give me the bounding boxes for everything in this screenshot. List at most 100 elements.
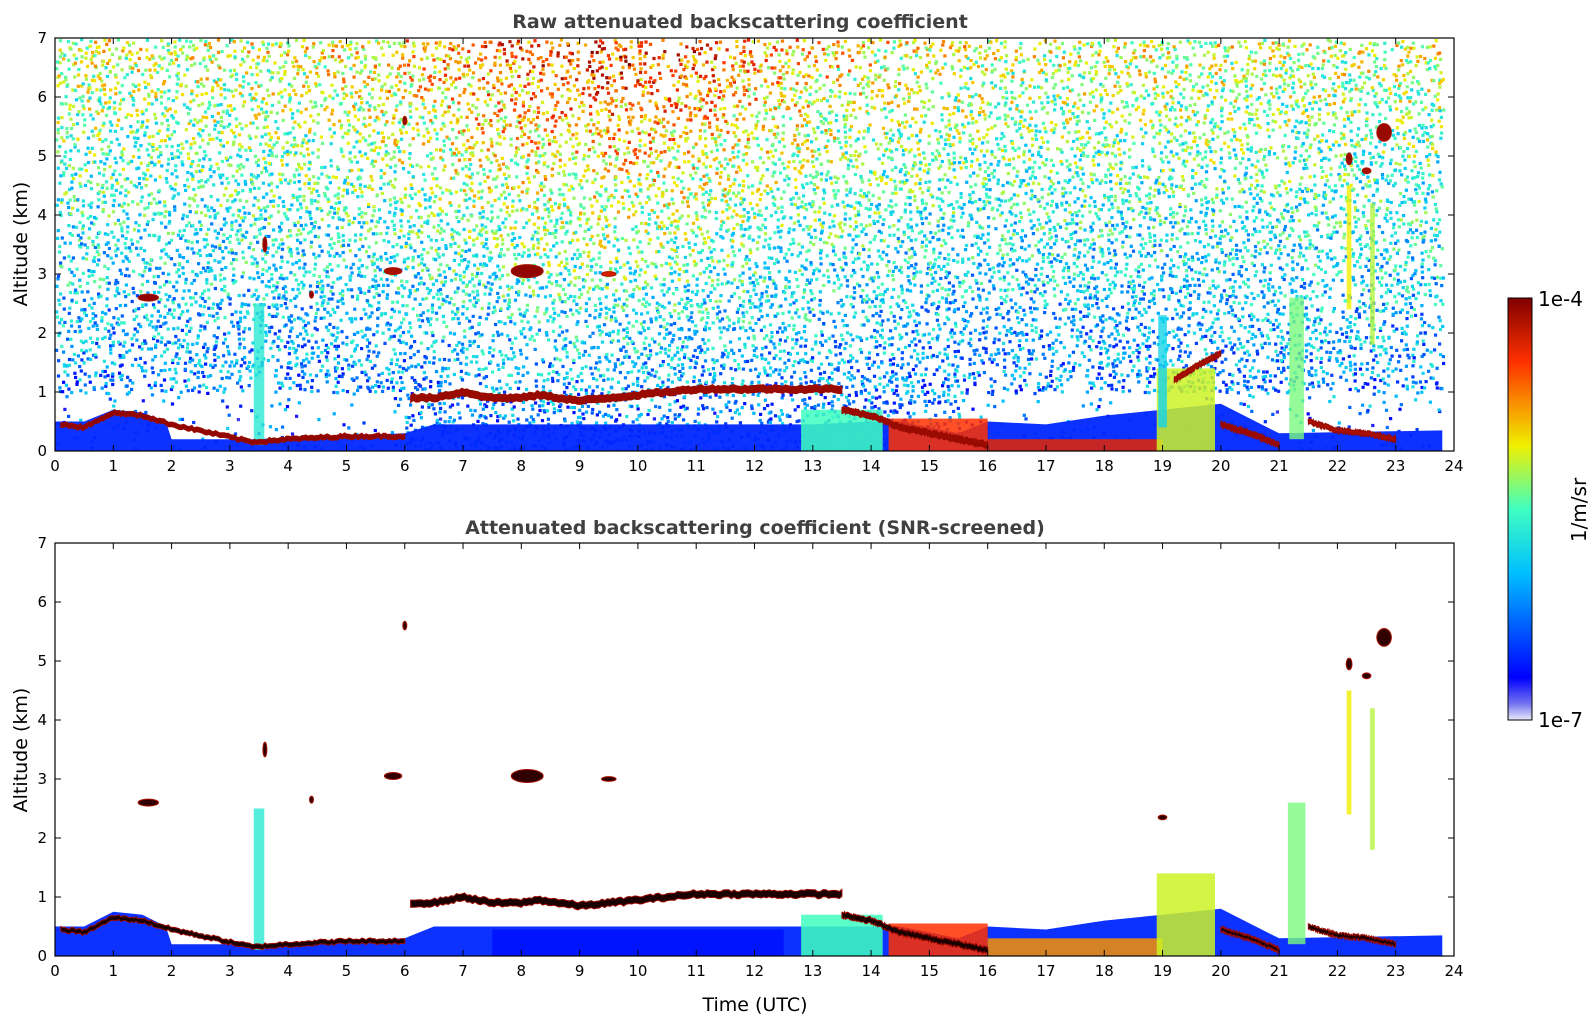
x-tick-label: 3 [225,962,235,980]
cloud-blob [601,271,617,277]
y-tick-label: 6 [37,593,47,611]
x-tick-label: 6 [400,457,410,475]
x-tick-label: 7 [458,962,468,980]
backscatter-region [987,439,1163,451]
x-tick-label: 7 [458,457,468,475]
x-tick-label: 14 [862,457,881,475]
cloud-blob [1361,167,1372,175]
x-tick-label: 16 [978,962,997,980]
chart-title: Raw attenuated backscattering coefficien… [512,11,968,33]
cloud-blob [402,115,408,126]
cloud-blob [309,795,314,804]
cloud-layer [410,888,843,911]
aerosol-plume-column [1346,690,1352,815]
x-tick-label: 0 [50,962,60,980]
y-axis-label: Altitude (km) [10,688,32,813]
x-tick-label: 6 [400,962,410,980]
x-tick-label: 12 [745,457,764,475]
x-tick-label: 23 [1386,962,1405,980]
colorbar-gradient [1507,297,1533,721]
x-tick-label: 8 [517,457,527,475]
y-tick-label: 2 [37,829,47,847]
x-tick-label: 24 [1444,962,1463,980]
colorbar: 1e-4 1e-7 1/m/sr [1507,287,1591,732]
chart-title: Attenuated backscattering coefficient (S… [465,517,1045,539]
x-tick-label: 3 [225,457,235,475]
aerosol-plume-column [1158,315,1167,428]
x-tick-label: 20 [1211,457,1230,475]
x-tick-label: 12 [745,962,764,980]
y-tick-label: 4 [37,206,47,224]
backscatter-region [987,938,1163,956]
y-tick-label: 4 [37,711,47,729]
x-tick-label: 1 [109,457,119,475]
x-tick-label: 1 [109,962,119,980]
cloud-blob [1157,814,1168,821]
cloud-layer [1173,349,1222,384]
cloud-layer [60,408,406,446]
panel-snr-screened: Attenuated backscattering coefficient (S… [10,517,1464,1016]
y-tick-label: 0 [37,442,47,460]
x-tick-label: 23 [1386,457,1405,475]
x-tick-label: 18 [1095,457,1114,475]
x-tick-label: 2 [167,457,177,475]
x-tick-label: 10 [628,962,647,980]
aerosol-plume-column [253,808,265,951]
y-tick-label: 2 [37,324,47,342]
x-tick-label: 17 [1036,457,1055,475]
x-tick-label: 11 [687,962,706,980]
x-tick-label: 15 [920,962,939,980]
heatmap-marks [55,620,1443,956]
x-tick-label: 5 [342,457,352,475]
aerosol-plume-column [253,303,265,446]
aerosol-plume-column [1346,185,1352,310]
y-tick-label: 5 [37,652,47,670]
cloud-blob [309,290,314,299]
backscatter-region [1156,873,1215,956]
y-tick-label: 1 [37,888,47,906]
x-tick-label: 9 [575,457,585,475]
x-tick-label: 13 [803,457,822,475]
y-tick-label: 0 [37,947,47,965]
cloud-blob [137,798,160,807]
x-tick-label: 4 [283,962,293,980]
x-tick-label: 19 [1153,457,1172,475]
x-tick-label: 14 [862,962,881,980]
cloud-blob [1345,657,1353,671]
x-tick-label: 21 [1270,457,1289,475]
colorbar-unit-label: 1/m/sr [1567,477,1591,542]
y-tick-label: 5 [37,147,47,165]
y-axis-label: Altitude (km) [10,182,32,307]
cloud-blob [1361,672,1372,680]
x-tick-label: 22 [1328,962,1347,980]
x-tick-label: 11 [687,457,706,475]
y-tick-label: 3 [37,770,47,788]
aerosol-plume-column [1287,802,1306,945]
cloud-layer [410,384,843,405]
y-tick-label: 7 [37,534,47,552]
colorbar-min-label: 1e-7 [1538,708,1583,732]
x-tick-label: 22 [1328,457,1347,475]
x-tick-label: 5 [342,962,352,980]
x-tick-label: 24 [1444,457,1463,475]
cloud-blob [383,267,403,276]
y-tick-label: 6 [37,88,47,106]
x-tick-label: 9 [575,962,585,980]
cloud-blob [402,620,408,631]
cloud-layer [1307,922,1397,948]
heatmap-marks [55,38,1446,451]
aerosol-plume-column [1370,708,1375,850]
x-tick-label: 20 [1211,962,1230,980]
x-tick-label: 21 [1270,962,1289,980]
x-tick-label: 10 [628,457,647,475]
y-tick-label: 1 [37,383,47,401]
cloud-blob [383,772,403,780]
x-axis-label: Time (UTC) [701,994,807,1016]
x-tick-label: 8 [517,962,527,980]
y-tick-label: 3 [37,265,47,283]
x-tick-label: 17 [1036,962,1055,980]
x-tick-label: 18 [1095,962,1114,980]
x-tick-label: 16 [978,457,997,475]
panel-raw: Raw attenuated backscattering coefficien… [10,11,1464,475]
